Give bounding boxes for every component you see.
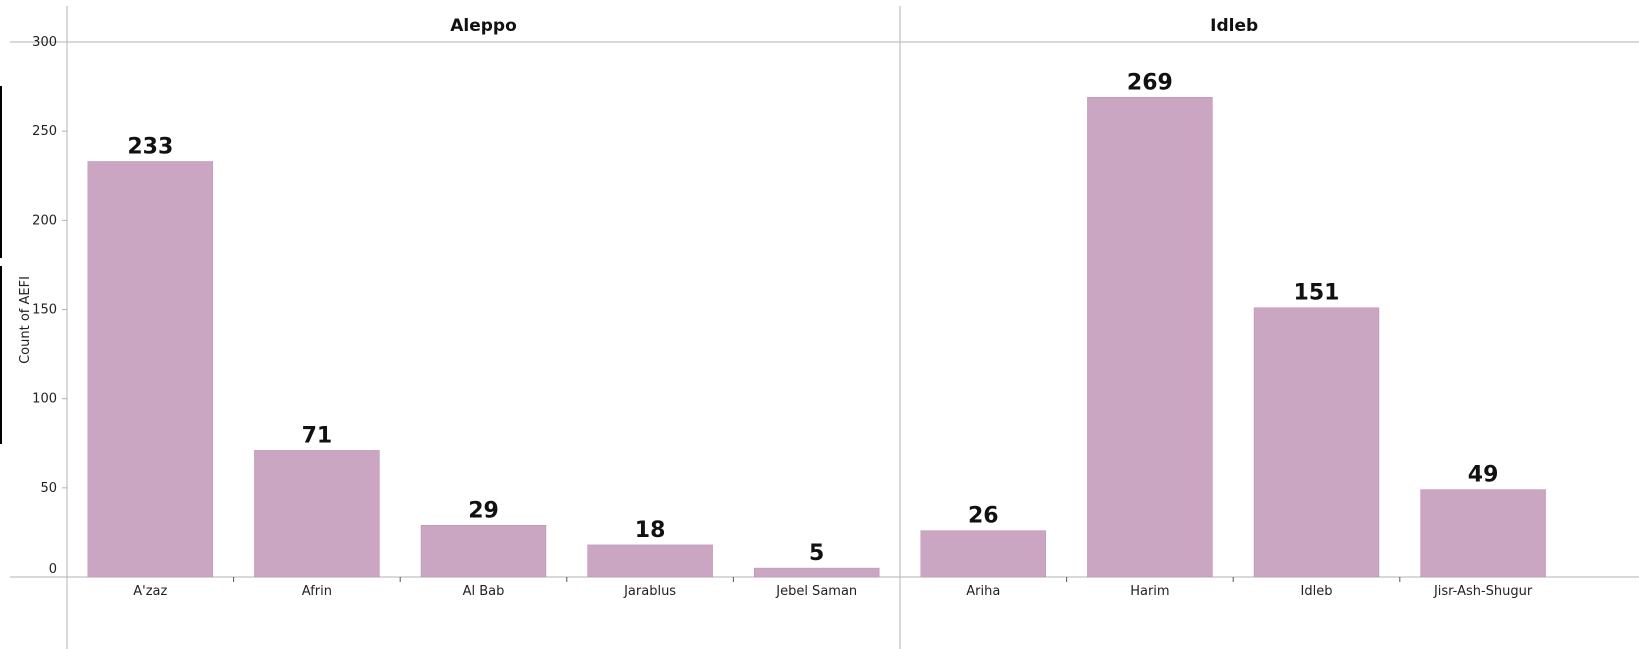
bar-value-label: 29 — [468, 498, 499, 523]
y-tick-label: 0 — [49, 562, 57, 577]
y-tick-label: 300 — [32, 35, 57, 50]
bar — [420, 525, 547, 578]
bar-value-label: 71 — [302, 423, 333, 448]
bar-value-label: 49 — [1468, 463, 1499, 488]
y-tick-label: 200 — [32, 213, 57, 228]
y-tick-label: 150 — [32, 303, 57, 318]
x-category-label: Jebel Saman — [775, 584, 857, 599]
bar-value-label: 5 — [809, 541, 824, 566]
x-category-label: Jarablus — [623, 584, 676, 599]
bar-value-label: 26 — [968, 504, 999, 529]
bar — [254, 450, 380, 578]
x-category-label: Ariha — [966, 584, 1000, 599]
panels: Aleppo 233 A'zaz 71 Afrin 29 Al Bab 18 Jarablus 5… — [87, 16, 1546, 599]
bar — [1087, 97, 1213, 578]
bar — [753, 567, 880, 578]
x-category-label: A'zaz — [133, 584, 167, 599]
bar-value-label: 269 — [1127, 70, 1173, 95]
x-category-label: Harim — [1130, 584, 1169, 599]
x-category-label: Al Bab — [463, 584, 505, 599]
panel-title: Aleppo — [450, 16, 517, 36]
y-tick-label: 100 — [32, 392, 57, 407]
y-tick-label: 50 — [40, 481, 57, 496]
panel-title: Idleb — [1210, 16, 1258, 36]
bar — [87, 161, 214, 578]
x-category-label: Afrin — [302, 584, 332, 599]
bar-value-label: 18 — [635, 518, 666, 543]
x-category-label: Idleb — [1301, 584, 1333, 599]
panel-idleb: Idleb 26 Ariha 269 Harim 151 Idleb 49 Jisr-Ash-S… — [920, 16, 1546, 599]
y-tick-label: 250 — [32, 124, 57, 139]
y-axis: 0 50 100 150 200 250 300 — [32, 35, 67, 578]
bar-value-label: 151 — [1294, 281, 1340, 306]
bar — [587, 544, 713, 578]
bar — [1420, 489, 1546, 578]
y-axis-title: Count of AEFI — [18, 276, 33, 364]
x-category-label: Jisr-Ash-Shugur — [1433, 584, 1533, 599]
bar — [920, 530, 1047, 578]
bar — [1253, 307, 1380, 578]
panel-aleppo: Aleppo 233 A'zaz 71 Afrin 29 Al Bab 18 Jarablus 5… — [87, 16, 880, 599]
bar-value-label: 233 — [127, 134, 173, 159]
